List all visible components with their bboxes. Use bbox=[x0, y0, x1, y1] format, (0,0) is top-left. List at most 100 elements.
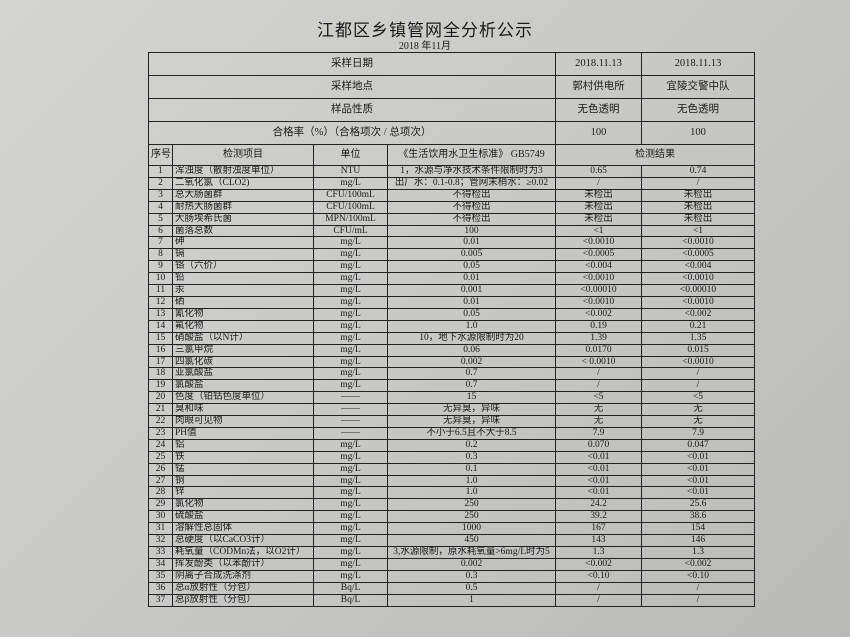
row-standard: 0.1 bbox=[387, 462, 556, 476]
row-no: 23 bbox=[148, 426, 173, 440]
row-item: 氟化物 bbox=[172, 319, 314, 333]
row-result-site-1: 167 bbox=[555, 522, 642, 536]
row-result-site-2: 38.6 bbox=[641, 510, 755, 524]
row-result-site-2: <0.002 bbox=[641, 307, 755, 321]
row-no: 18 bbox=[148, 367, 173, 381]
row-result-site-1: 0.0170 bbox=[555, 343, 642, 357]
row-result-site-1: / bbox=[555, 379, 642, 393]
row-unit: CFU/100mL bbox=[313, 200, 388, 214]
row-unit: mg/L bbox=[313, 462, 388, 476]
row-unit: mg/L bbox=[313, 498, 388, 512]
column-header-no: 序号 bbox=[148, 144, 173, 166]
row-unit: mg/L bbox=[313, 260, 388, 274]
row-no: 1 bbox=[148, 165, 173, 178]
row-result-site-1: 39.2 bbox=[555, 510, 642, 524]
meta-value-site-1: 郭村供电所 bbox=[555, 75, 642, 99]
row-item: 硝酸盐（以N计） bbox=[172, 331, 314, 345]
page-title: 江都区乡镇管网全分析公示 bbox=[317, 21, 533, 41]
row-standard: 不得检出 bbox=[387, 212, 556, 226]
row-standard: 0.05 bbox=[387, 307, 556, 321]
row-result-site-1: 0.19 bbox=[555, 319, 642, 333]
row-no: 22 bbox=[148, 415, 173, 428]
row-standard: 0.3 bbox=[387, 450, 556, 464]
row-standard: 0.01 bbox=[387, 272, 556, 286]
row-unit: mg/L bbox=[313, 248, 388, 262]
row-result-site-1: 未检出 bbox=[555, 188, 642, 202]
row-item: 氯酸盐 bbox=[172, 379, 314, 393]
row-result-site-1: / bbox=[555, 176, 642, 190]
meta-value-site-2: 2018.11.13 bbox=[641, 52, 755, 76]
table-row: 8 镉 mg/L 0.005 <0.0005 <0.0005 bbox=[148, 248, 755, 262]
table-row: 14 氟化物 mg/L 1.0 0.19 0.21 bbox=[148, 319, 755, 333]
row-result-site-2: / bbox=[641, 176, 755, 190]
row-result-site-2: 无 bbox=[641, 403, 755, 417]
row-item: 镉 bbox=[172, 248, 314, 262]
row-standard: 10，地下水源限制时为20 bbox=[387, 331, 556, 345]
row-standard: 0.01 bbox=[387, 295, 556, 309]
table-row: 23 PH值 —— 不小于6.5且不大于8.5 7.9 7.9 bbox=[148, 426, 755, 440]
meta-value-site-1: 无色透明 bbox=[555, 98, 642, 122]
meta-value-site-2: 100 bbox=[641, 121, 755, 145]
meta-row: 样品性质 无色透明 无色透明 bbox=[148, 98, 755, 122]
column-header-result: 检测结果 bbox=[555, 144, 755, 166]
row-result-site-1: <0.002 bbox=[555, 557, 642, 571]
row-standard: 15 bbox=[387, 391, 556, 405]
row-result-site-1: <0.01 bbox=[555, 462, 642, 476]
row-unit: mg/L bbox=[313, 176, 388, 190]
row-result-site-2: 1.35 bbox=[641, 331, 755, 345]
row-no: 34 bbox=[148, 557, 173, 571]
row-no: 31 bbox=[148, 522, 173, 536]
column-header-unit: 单位 bbox=[313, 144, 388, 166]
row-no: 19 bbox=[148, 379, 173, 393]
page-subtitle: 2018 年11月 bbox=[398, 41, 452, 52]
row-item: 四氯化碳 bbox=[172, 355, 314, 369]
table-row: 28 锌 mg/L 1.0 <0.01 <0.01 bbox=[148, 486, 755, 500]
table-row: 37 总β放射性（分包） Bq/L 1// bbox=[148, 593, 755, 607]
row-no: 8 bbox=[148, 248, 173, 262]
row-result-site-2: 0.047 bbox=[641, 438, 755, 452]
table-row: 15 硝酸盐（以N计） mg/L 10，地下水源限制时为20 1.39 1.35 bbox=[148, 331, 755, 345]
table-row: 30 硫酸盐 mg/L 250 39.2 38.6 bbox=[148, 510, 755, 524]
table-row: 16 三氯甲烷 mg/L 0.06 0.0170 0.015 bbox=[148, 343, 755, 357]
row-result-site-2: / bbox=[641, 379, 755, 393]
row-no: 7 bbox=[148, 236, 173, 250]
row-result-site-1: <0.0010 bbox=[555, 295, 642, 309]
row-result-site-2: <0.002 bbox=[641, 557, 755, 571]
meta-value-site-1: 100 bbox=[555, 121, 642, 145]
row-item: 溶解性总固体 bbox=[172, 522, 314, 536]
row-unit: mg/L bbox=[313, 534, 388, 547]
row-item: 锌 bbox=[172, 486, 314, 500]
row-standard: 0.7 bbox=[387, 379, 556, 393]
row-item: 挥发酚类（以苯酚计） bbox=[172, 557, 314, 571]
row-item: 总α放射性（分包） bbox=[172, 581, 314, 595]
row-result-site-2: <0.0005 bbox=[641, 248, 755, 262]
table-row: 5 大肠埃希氏菌 MPN/100mL 不得检出 未检出 未检出 bbox=[148, 212, 755, 226]
row-result-site-2: 未检出 bbox=[641, 200, 755, 214]
row-item: 氯化物 bbox=[172, 498, 314, 512]
table-row: 11 汞 mg/L 0.001 <0.00010 <0.00010 bbox=[148, 284, 755, 297]
row-item: 臭和味 bbox=[172, 403, 314, 417]
row-result-site-2: <0.004 bbox=[641, 260, 755, 274]
row-result-site-2: <0.10 bbox=[641, 569, 755, 583]
row-no: 32 bbox=[148, 534, 173, 547]
row-no: 37 bbox=[148, 593, 173, 607]
row-result-site-2: / bbox=[641, 367, 755, 381]
row-no: 5 bbox=[148, 212, 173, 226]
row-standard: 无异臭，异味 bbox=[387, 403, 556, 417]
row-result-site-1: 未检出 bbox=[555, 200, 642, 214]
table-row: 10 铅 mg/L 0.01 <0.0010 <0.0010 bbox=[148, 272, 755, 286]
table-row: 12 硒 mg/L 0.01 <0.0010 <0.0010 bbox=[148, 295, 755, 309]
table-row: 32 总硬度（以CaCO3计） mg/L 450 143 146 bbox=[148, 534, 755, 547]
row-item: 三氯甲烷 bbox=[172, 343, 314, 357]
row-unit: mg/L bbox=[313, 546, 388, 559]
row-no: 20 bbox=[148, 391, 173, 405]
row-no: 35 bbox=[148, 569, 173, 583]
row-standard: 不小于6.5且不大于8.5 bbox=[387, 426, 556, 440]
row-no: 25 bbox=[148, 450, 173, 464]
row-standard: 0.2 bbox=[387, 438, 556, 452]
row-item: 硫酸盐 bbox=[172, 510, 314, 524]
row-no: 29 bbox=[148, 498, 173, 512]
row-standard: 1.0 bbox=[387, 474, 556, 488]
table-row: 19 氯酸盐 mg/L 0.7// bbox=[148, 379, 755, 393]
row-unit: mg/L bbox=[313, 486, 388, 500]
